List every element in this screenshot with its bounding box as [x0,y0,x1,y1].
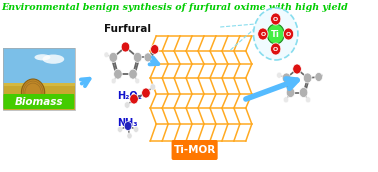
Circle shape [293,64,301,74]
Circle shape [286,88,295,98]
Text: O: O [286,31,291,36]
Text: O: O [273,46,278,51]
Text: Ti: Ti [271,30,280,39]
Circle shape [118,126,122,132]
Circle shape [135,78,139,84]
Circle shape [299,88,308,98]
Circle shape [130,94,138,104]
Circle shape [121,42,130,52]
Circle shape [282,73,291,83]
Circle shape [127,133,132,139]
Bar [3,48,75,110]
Circle shape [254,8,298,60]
Text: Furfural: Furfural [104,24,151,34]
Circle shape [337,69,342,75]
Circle shape [124,102,130,108]
FancyBboxPatch shape [3,94,74,109]
Text: H₂O₂: H₂O₂ [117,91,142,101]
Circle shape [271,13,281,25]
Circle shape [104,52,109,58]
Circle shape [267,24,284,44]
FancyBboxPatch shape [172,140,218,160]
Bar [3,48,75,87]
Text: NH₃: NH₃ [117,118,138,128]
Text: Environmental benign synthesis of furfural oxime with high yield: Environmental benign synthesis of furfur… [2,3,349,12]
Circle shape [303,73,312,83]
Circle shape [284,28,294,40]
Circle shape [124,121,132,131]
Circle shape [315,72,322,82]
Text: Biomass: Biomass [15,96,63,106]
Ellipse shape [34,54,50,60]
Circle shape [22,79,45,106]
Bar [3,84,75,110]
Circle shape [109,52,118,62]
Ellipse shape [42,55,64,64]
Circle shape [150,84,155,90]
Text: O: O [273,17,278,22]
Circle shape [277,72,282,78]
Circle shape [129,69,137,79]
Circle shape [142,88,150,98]
Circle shape [150,45,159,54]
Text: O: O [260,31,265,36]
Text: Ti-MOR: Ti-MOR [174,145,216,155]
Circle shape [114,69,122,79]
Circle shape [305,97,311,103]
Circle shape [133,52,142,62]
Circle shape [144,53,152,62]
Circle shape [133,126,139,132]
Circle shape [323,69,332,79]
Circle shape [284,97,288,103]
Circle shape [331,72,339,82]
Circle shape [271,43,281,55]
Bar [3,83,75,87]
Circle shape [111,78,116,84]
Circle shape [258,28,268,40]
